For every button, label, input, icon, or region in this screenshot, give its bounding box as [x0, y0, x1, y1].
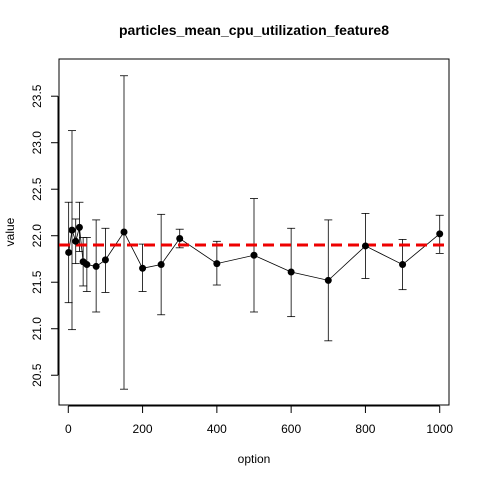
y-tick-label: 20.5	[30, 363, 44, 387]
data-point	[65, 248, 73, 256]
chart-title: particles_mean_cpu_utilization_feature8	[119, 22, 389, 38]
x-tick-label: 200	[133, 422, 153, 436]
x-axis-label: option	[238, 452, 271, 466]
data-point	[68, 226, 76, 234]
data-point	[213, 260, 221, 268]
data-point	[157, 261, 165, 269]
data-point	[83, 261, 91, 269]
y-tick-label: 22.5	[30, 177, 44, 201]
data-point	[176, 235, 184, 243]
data-point	[324, 276, 332, 284]
y-axis: 20.5 21.0 21.5 22.0 22.5 23.0 23.5	[30, 84, 59, 387]
data-point	[361, 242, 369, 250]
data-point	[139, 264, 147, 272]
data-point	[436, 230, 444, 238]
y-tick-label: 21.5	[30, 270, 44, 294]
plot-frame	[58, 58, 450, 406]
x-axis: 0 200 400 600 800 1000	[65, 405, 453, 436]
x-tick-label: 0	[65, 422, 72, 436]
data-point	[250, 251, 258, 259]
data-point	[92, 262, 100, 270]
data-point	[120, 228, 128, 236]
x-tick-label: 800	[355, 422, 375, 436]
y-tick-label: 23.0	[30, 131, 44, 155]
data-point	[101, 256, 109, 264]
data-points	[65, 223, 444, 284]
x-tick-label: 600	[281, 422, 301, 436]
x-tick-label: 400	[207, 422, 227, 436]
y-tick-label: 21.0	[30, 317, 44, 341]
data-point	[287, 268, 295, 276]
data-point	[72, 237, 80, 245]
data-point	[75, 223, 83, 231]
x-tick-label: 1000	[426, 422, 453, 436]
y-tick-label: 23.5	[30, 84, 44, 108]
y-axis-label: value	[3, 217, 17, 246]
y-tick-label: 22.0	[30, 224, 44, 248]
data-point	[399, 261, 407, 269]
